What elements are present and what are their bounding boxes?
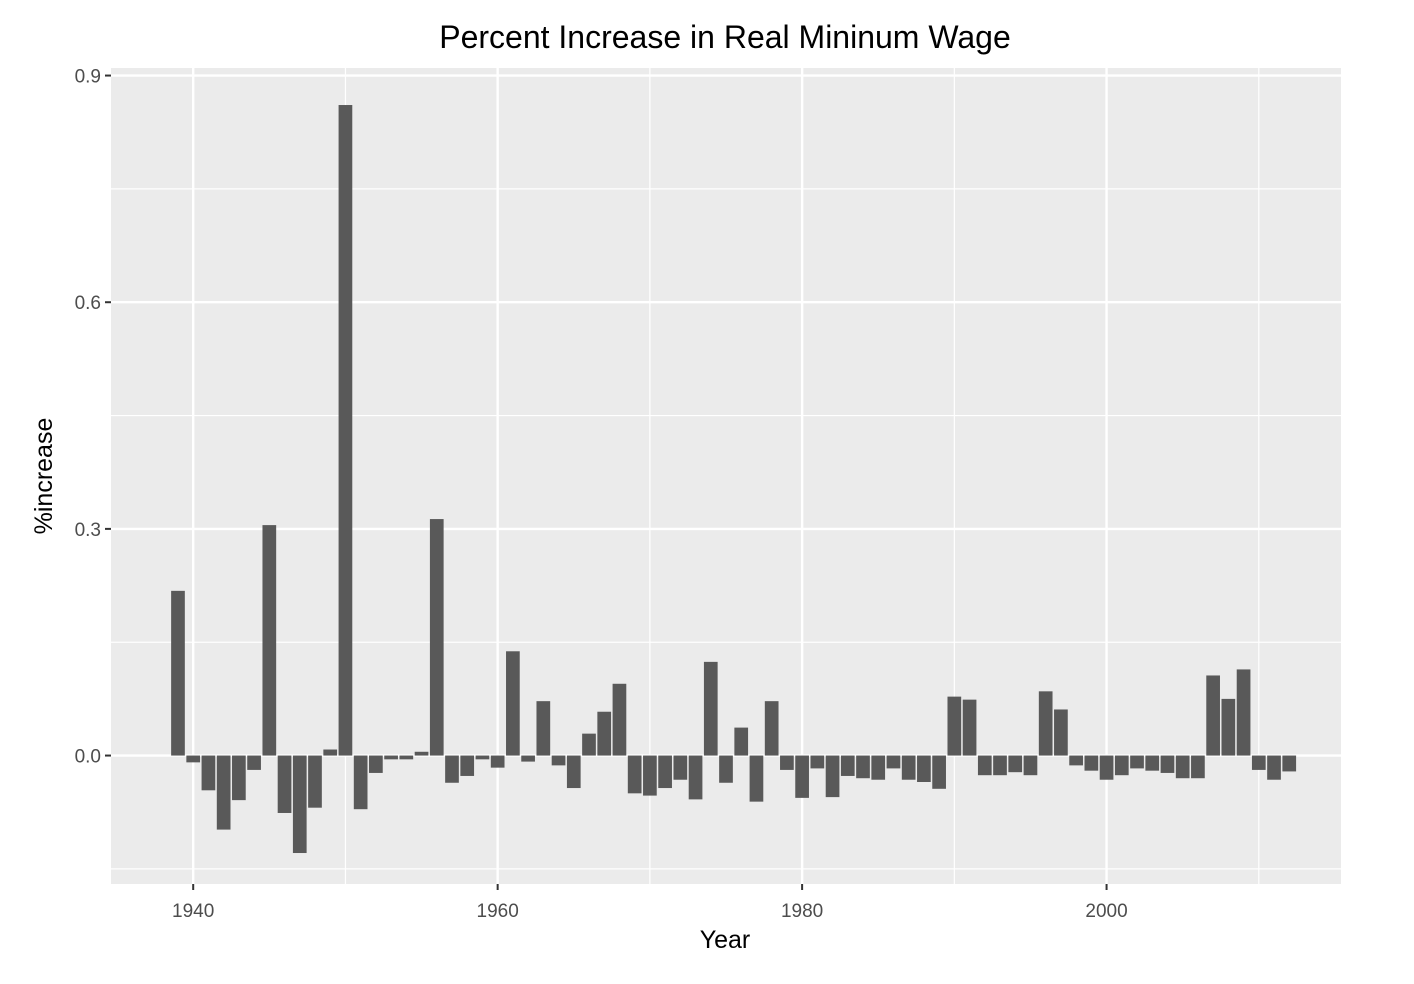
bar (1099, 755, 1114, 780)
bar (901, 755, 916, 780)
bar (749, 755, 764, 802)
bar (1236, 669, 1251, 756)
bar (414, 751, 429, 756)
bar (688, 755, 703, 800)
bar (1130, 755, 1144, 769)
bar (1221, 698, 1236, 756)
bar (871, 755, 886, 780)
bar (734, 727, 749, 756)
bar (627, 755, 642, 794)
y-tick-label: 0.3 (75, 520, 101, 541)
bar (292, 755, 307, 854)
bar (962, 699, 977, 756)
bar (1191, 755, 1205, 779)
bar (429, 519, 444, 756)
bar (1084, 755, 1099, 771)
bar (597, 711, 612, 756)
bar (977, 755, 992, 776)
gridlines (111, 68, 1341, 884)
x-tick-label: 1980 (781, 901, 823, 922)
bar (917, 755, 931, 782)
bar (840, 755, 855, 776)
bar (582, 733, 596, 756)
bar (216, 755, 231, 830)
bar (1054, 709, 1068, 756)
bar (719, 755, 733, 783)
bar (1145, 755, 1160, 771)
bar (810, 755, 825, 769)
bar (369, 755, 383, 773)
bars (171, 105, 1297, 854)
bar (338, 105, 353, 756)
bar (1206, 675, 1220, 756)
bar (1008, 755, 1023, 773)
y-tick-label: 0.0 (75, 747, 101, 768)
bar (308, 755, 322, 808)
bar (262, 525, 277, 756)
bar (506, 651, 520, 756)
bar (232, 755, 246, 801)
bar (323, 749, 338, 756)
bar (658, 755, 672, 789)
x-axis-title: Year (700, 926, 751, 954)
bar (932, 755, 946, 789)
bar (460, 755, 475, 776)
bar (795, 755, 809, 798)
bar (1282, 755, 1297, 772)
bar (1114, 755, 1129, 776)
bar (1160, 755, 1175, 773)
bar (384, 755, 398, 760)
bar (445, 755, 459, 783)
bar (551, 755, 566, 766)
y-axis: 0.0 0.3 0.6 0.9 (75, 67, 111, 768)
bar (277, 755, 292, 813)
bar (1038, 691, 1053, 756)
bar (521, 755, 535, 762)
bar (186, 755, 201, 763)
bar (1251, 755, 1266, 770)
bar (886, 755, 901, 769)
bar (1069, 755, 1083, 766)
x-tick-label: 2000 (1085, 901, 1127, 922)
chart-title: Percent Increase in Real Mininum Wage (439, 19, 1011, 55)
y-tick-label: 0.6 (75, 293, 101, 314)
bar (1267, 755, 1281, 780)
bar (353, 755, 368, 810)
bar (825, 755, 840, 798)
bar (947, 696, 962, 756)
bar (1023, 755, 1038, 776)
bar (490, 755, 505, 768)
x-tick-label: 1940 (172, 901, 214, 922)
bar (643, 755, 657, 796)
bar (171, 590, 185, 756)
bar (856, 755, 870, 779)
y-tick-label: 0.9 (75, 67, 101, 88)
bar (703, 661, 718, 756)
bar (612, 683, 627, 756)
y-axis-title: %increase (30, 418, 58, 535)
bar (993, 755, 1007, 776)
bar (566, 755, 581, 789)
x-axis: 1940 1960 1980 2000 (172, 884, 1128, 922)
bar (1175, 755, 1190, 779)
plot-panel (111, 68, 1341, 884)
x-tick-label: 1960 (477, 901, 519, 922)
bar (247, 755, 261, 770)
bar (201, 755, 216, 791)
bar (780, 755, 794, 770)
bar (764, 701, 779, 756)
bar (475, 755, 490, 760)
bar (536, 701, 551, 756)
bar (399, 755, 414, 760)
bar (673, 755, 688, 780)
